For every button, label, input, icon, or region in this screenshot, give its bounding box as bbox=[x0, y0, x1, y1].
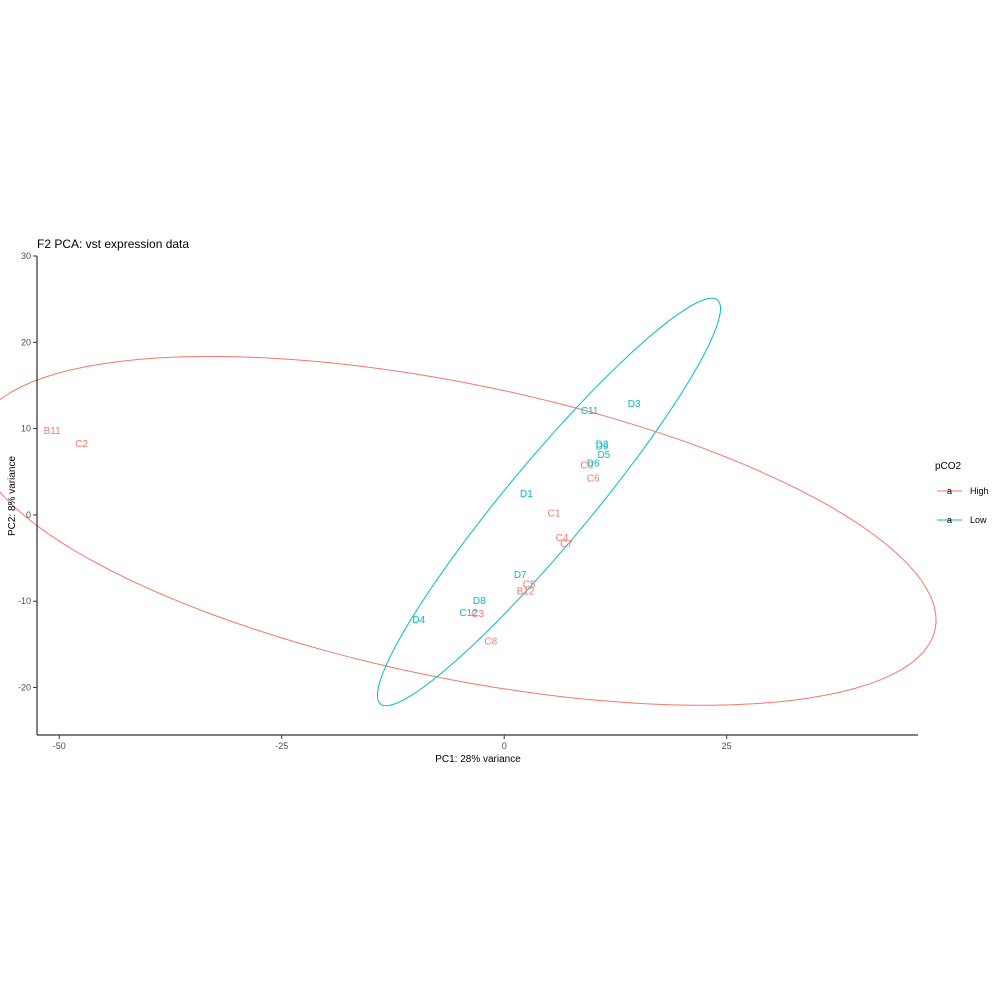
y-tick-label: 0 bbox=[26, 510, 31, 520]
legend-key-glyph: a bbox=[947, 486, 952, 496]
point-label-d5: D5 bbox=[597, 450, 610, 461]
y-axis-ticks: -20 -10 0 10 20 30 bbox=[18, 251, 37, 693]
point-label-b11: B11 bbox=[44, 426, 61, 437]
point-label-c4: C4 bbox=[556, 533, 569, 544]
point-label-d8: D8 bbox=[473, 596, 486, 607]
x-axis-title: PC1: 28% variance bbox=[435, 754, 521, 765]
point-label-b12: B12 bbox=[517, 586, 535, 597]
point-label-c5: C5 bbox=[523, 579, 536, 590]
point-label-c6: C6 bbox=[587, 473, 600, 484]
point-label-c3: C3 bbox=[471, 609, 484, 620]
point-label-d9: D9 bbox=[596, 441, 609, 452]
y-tick-label: 10 bbox=[21, 424, 31, 434]
point-label-d6: D6 bbox=[587, 459, 600, 470]
y-tick-label: 30 bbox=[21, 251, 31, 261]
y-axis-title: PC2: 8% variance bbox=[7, 456, 18, 536]
ellipse-high bbox=[0, 356, 937, 706]
axes: -50 -25 0 25 -20 -10 0 10 20 30 bbox=[18, 251, 918, 751]
x-tick-label: 25 bbox=[722, 741, 732, 751]
point-label-d1: D1 bbox=[520, 489, 533, 500]
legend-key-glyph: a bbox=[947, 515, 952, 525]
legend: pCO2 a High a Low bbox=[935, 461, 989, 525]
ellipse-low bbox=[376, 297, 722, 707]
confidence-ellipses bbox=[0, 297, 937, 707]
y-tick-label: 20 bbox=[21, 337, 31, 347]
chart-title: F2 PCA: vst expression data bbox=[37, 237, 189, 251]
legend-title: pCO2 bbox=[935, 461, 962, 472]
legend-label-low: Low bbox=[970, 515, 987, 525]
y-tick-label: -10 bbox=[18, 596, 31, 606]
x-axis-ticks: -50 -25 0 25 bbox=[53, 735, 732, 751]
point-label-d3: D3 bbox=[628, 399, 641, 410]
point-label-c12: C12 bbox=[459, 608, 478, 619]
point-label-c1: C1 bbox=[548, 509, 561, 520]
x-tick-label: -50 bbox=[53, 741, 66, 751]
legend-label-high: High bbox=[970, 486, 989, 496]
point-label-c2: C2 bbox=[75, 439, 88, 450]
point-label-d7: D7 bbox=[514, 570, 527, 581]
legend-items: a High a Low bbox=[937, 486, 989, 525]
point-label-c9: C9 bbox=[581, 460, 594, 471]
point-label-c7: C7 bbox=[560, 539, 573, 550]
x-tick-label: 0 bbox=[502, 741, 507, 751]
point-label-c11: C11 bbox=[581, 406, 599, 417]
x-tick-label: -25 bbox=[275, 741, 288, 751]
point-label-d4: D4 bbox=[412, 615, 425, 626]
point-label-d2: D2 bbox=[596, 440, 609, 451]
point-label-c8: C8 bbox=[484, 636, 497, 647]
y-tick-label: -20 bbox=[18, 683, 31, 693]
